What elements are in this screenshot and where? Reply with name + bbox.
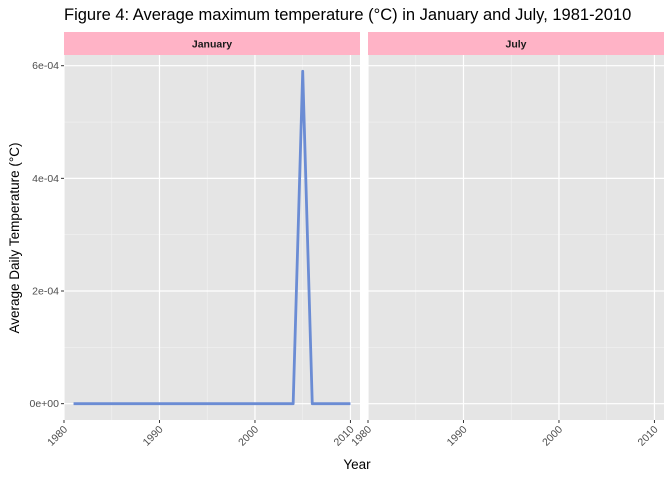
- y-tick-label: 6e-04: [32, 60, 59, 72]
- facet-strip: [368, 32, 664, 55]
- y-tick-label: 4e-04: [32, 173, 59, 185]
- x-tick-label: 2010: [636, 424, 661, 449]
- series-line-january: [73, 69, 351, 406]
- chart-title: Figure 4: Average maximum temperature (°…: [64, 6, 631, 24]
- y-tick-label: 0e+00: [30, 398, 60, 410]
- x-tick-label: 1990: [141, 424, 166, 449]
- x-tick-label: 1980: [45, 424, 70, 449]
- facet-panel-july: July 1980 1990 2000 2010: [349, 32, 664, 449]
- panel-background: [64, 55, 360, 420]
- x-tick-label: 1990: [445, 424, 470, 449]
- x-axis-title: Year: [343, 457, 371, 472]
- panel-background: [368, 55, 664, 420]
- x-tick-label: 2000: [540, 424, 565, 449]
- y-tick-label: 2e-04: [32, 286, 59, 298]
- facet-strip: [64, 32, 360, 55]
- x-tick-label: 2000: [236, 424, 261, 449]
- facet-strip-label: January: [192, 39, 232, 51]
- facet-strip-label: July: [505, 39, 526, 51]
- x-tick-label: 1980: [349, 424, 374, 449]
- y-axis: 0e+00 2e-04 4e-04 6e-04: [30, 60, 64, 410]
- y-axis-title: Average Daily Temperature (°C): [7, 143, 22, 334]
